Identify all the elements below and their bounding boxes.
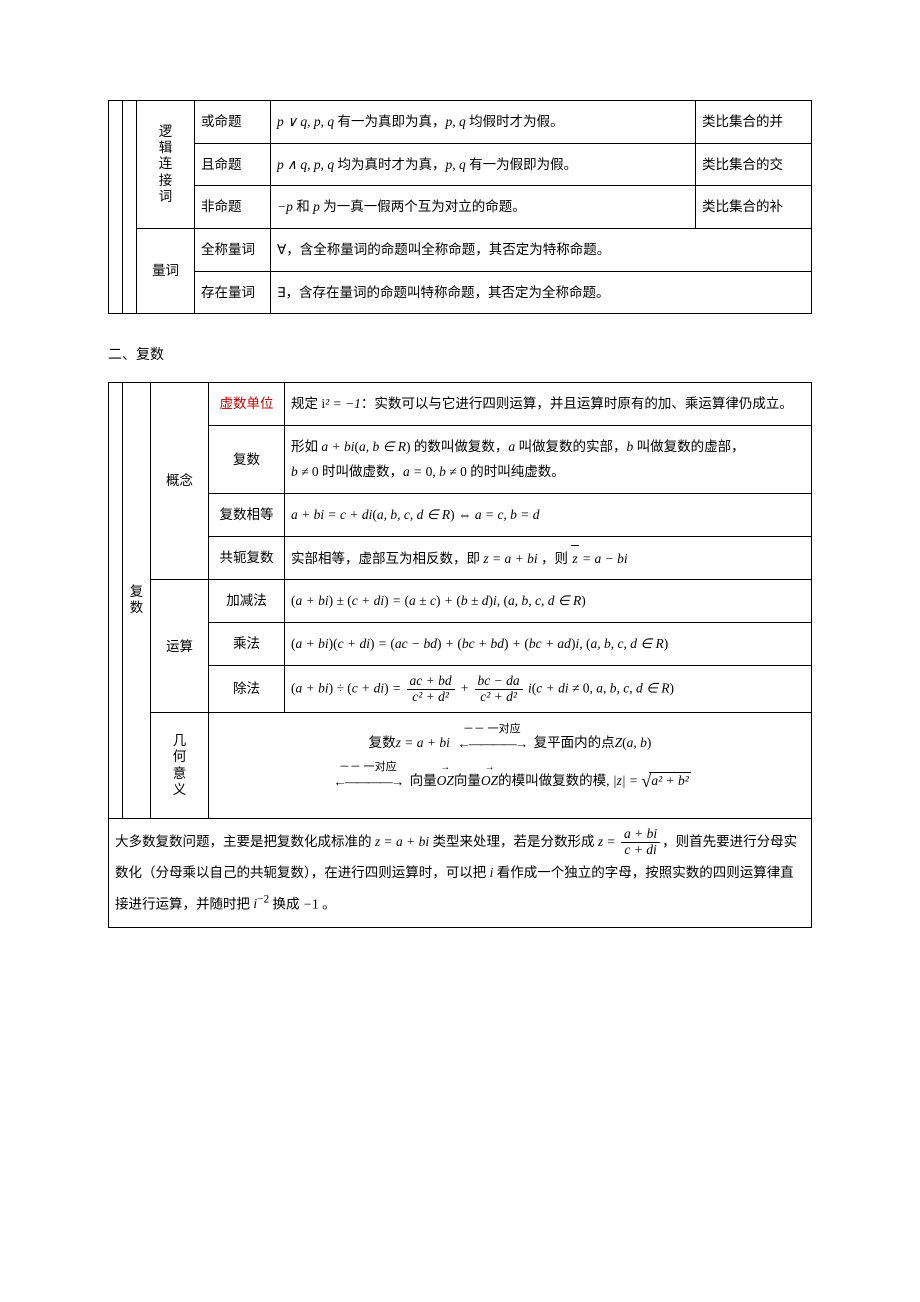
row-label: 存在量词 (195, 271, 271, 314)
group-geo: 几何意义 (151, 713, 209, 818)
row-label: 或命题 (195, 101, 271, 144)
stub-col (109, 101, 123, 314)
row-desc: p ∧ q, p, q 均为真时才为真，p, q 有一为假即为假。 (271, 143, 696, 186)
row-note: 类比集合的交 (696, 143, 812, 186)
row-desc: (a + bi) ± (c + di) = (a ± c) + (b ± d)i… (285, 580, 812, 623)
logic-table: 逻辑连接词 或命题 p ∨ q, p, q 有一为真即为真，p, q 均假时才为… (108, 100, 812, 314)
row-label: 复数 (209, 425, 285, 493)
table-row: 量词 全称量词 ∀，含全称量词的命题叫全称命题，其否定为特称命题。 (109, 228, 812, 271)
row-desc: ∃，含存在量词的命题叫特称命题，其否定为全称命题。 (271, 271, 812, 314)
row-desc: 实部相等，虚部互为相反数，即 z = a + bi ，则 z = a − bi (285, 536, 812, 580)
row-desc: −p 和 p 为一真一假两个互为对立的命题。 (271, 186, 696, 229)
table-row: 逻辑连接词 或命题 p ∨ q, p, q 有一为真即为真，p, q 均假时才为… (109, 101, 812, 144)
group-quant: 量词 (137, 228, 195, 313)
table-row: 共轭复数 实部相等，虚部互为相反数，即 z = a + bi ，则 z = a … (109, 536, 812, 580)
table-row: 几何意义 复数z = a + bi －－ 一对应←――――→ 复平面内的点Z(a… (109, 713, 812, 818)
geo-content: 复数z = a + bi －－ 一对应←――――→ 复平面内的点Z(a, b) … (209, 713, 812, 818)
group-ops: 运算 (151, 580, 209, 713)
row-label: 乘法 (209, 623, 285, 666)
table-row: 运算 加减法 (a + bi) ± (c + di) = (a ± c) + (… (109, 580, 812, 623)
row-label: 除法 (209, 665, 285, 713)
table-row: 复数相等 a + bi = c + di(a, b, c, d ∈ R) ⇔ a… (109, 494, 812, 537)
row-note: 类比集合的并 (696, 101, 812, 144)
table-row: 复数 形如 a + bi(a, b ∈ R) 的数叫做复数，a 叫做复数的实部，… (109, 425, 812, 493)
row-desc: 形如 a + bi(a, b ∈ R) 的数叫做复数，a 叫做复数的实部，b 叫… (285, 425, 812, 493)
section-title: 二、复数 (108, 344, 812, 364)
table-row: 大多数复数问题，主要是把复数化成标准的 z = a + bi 类型来处理，若是分… (109, 818, 812, 927)
row-label: 非命题 (195, 186, 271, 229)
group-logic: 逻辑连接词 (137, 101, 195, 229)
row-label: 加减法 (209, 580, 285, 623)
note-table: 大多数复数问题，主要是把复数化成标准的 z = a + bi 类型来处理，若是分… (108, 818, 812, 928)
table-row: 乘法 (a + bi)(c + di) = (ac − bd) + (bc + … (109, 623, 812, 666)
note-text: 大多数复数问题，主要是把复数化成标准的 z = a + bi 类型来处理，若是分… (109, 818, 812, 927)
table-row: 除法 (a + bi) ÷ (c + di) = ac + bdc² + d² … (109, 665, 812, 713)
group-concept: 概念 (151, 383, 209, 580)
row-desc: p ∨ q, p, q 有一为真即为真，p, q 均假时才为假。 (271, 101, 696, 144)
row-desc: (a + bi)(c + di) = (ac − bd) + (bc + bd)… (285, 623, 812, 666)
row-label: 复数相等 (209, 494, 285, 537)
table-row: 复数 概念 虚数单位 规定 i² = −1：实数可以与它进行四则运算，并且运算时… (109, 383, 812, 426)
row-desc: ∀，含全称量词的命题叫全称命题，其否定为特称命题。 (271, 228, 812, 271)
stub-col (109, 383, 123, 818)
row-desc: a + bi = c + di(a, b, c, d ∈ R) ⇔ a = c,… (285, 494, 812, 537)
row-desc: 规定 i² = −1：实数可以与它进行四则运算，并且运算时原有的加、乘运算律仍成… (285, 383, 812, 426)
row-label: 共轭复数 (209, 536, 285, 580)
table-row: 存在量词 ∃，含存在量词的命题叫特称命题，其否定为全称命题。 (109, 271, 812, 314)
row-label-unit: 虚数单位 (209, 383, 285, 426)
complex-table: 复数 概念 虚数单位 规定 i² = −1：实数可以与它进行四则运算，并且运算时… (108, 382, 812, 818)
row-note: 类比集合的补 (696, 186, 812, 229)
stub-col (123, 101, 137, 314)
table-row: 非命题 −p 和 p 为一真一假两个互为对立的命题。 类比集合的补 (109, 186, 812, 229)
row-desc: (a + bi) ÷ (c + di) = ac + bdc² + d² + b… (285, 665, 812, 713)
row-label: 且命题 (195, 143, 271, 186)
cat-complex: 复数 (123, 383, 151, 818)
table-row: 且命题 p ∧ q, p, q 均为真时才为真，p, q 有一为假即为假。 类比… (109, 143, 812, 186)
row-label: 全称量词 (195, 228, 271, 271)
